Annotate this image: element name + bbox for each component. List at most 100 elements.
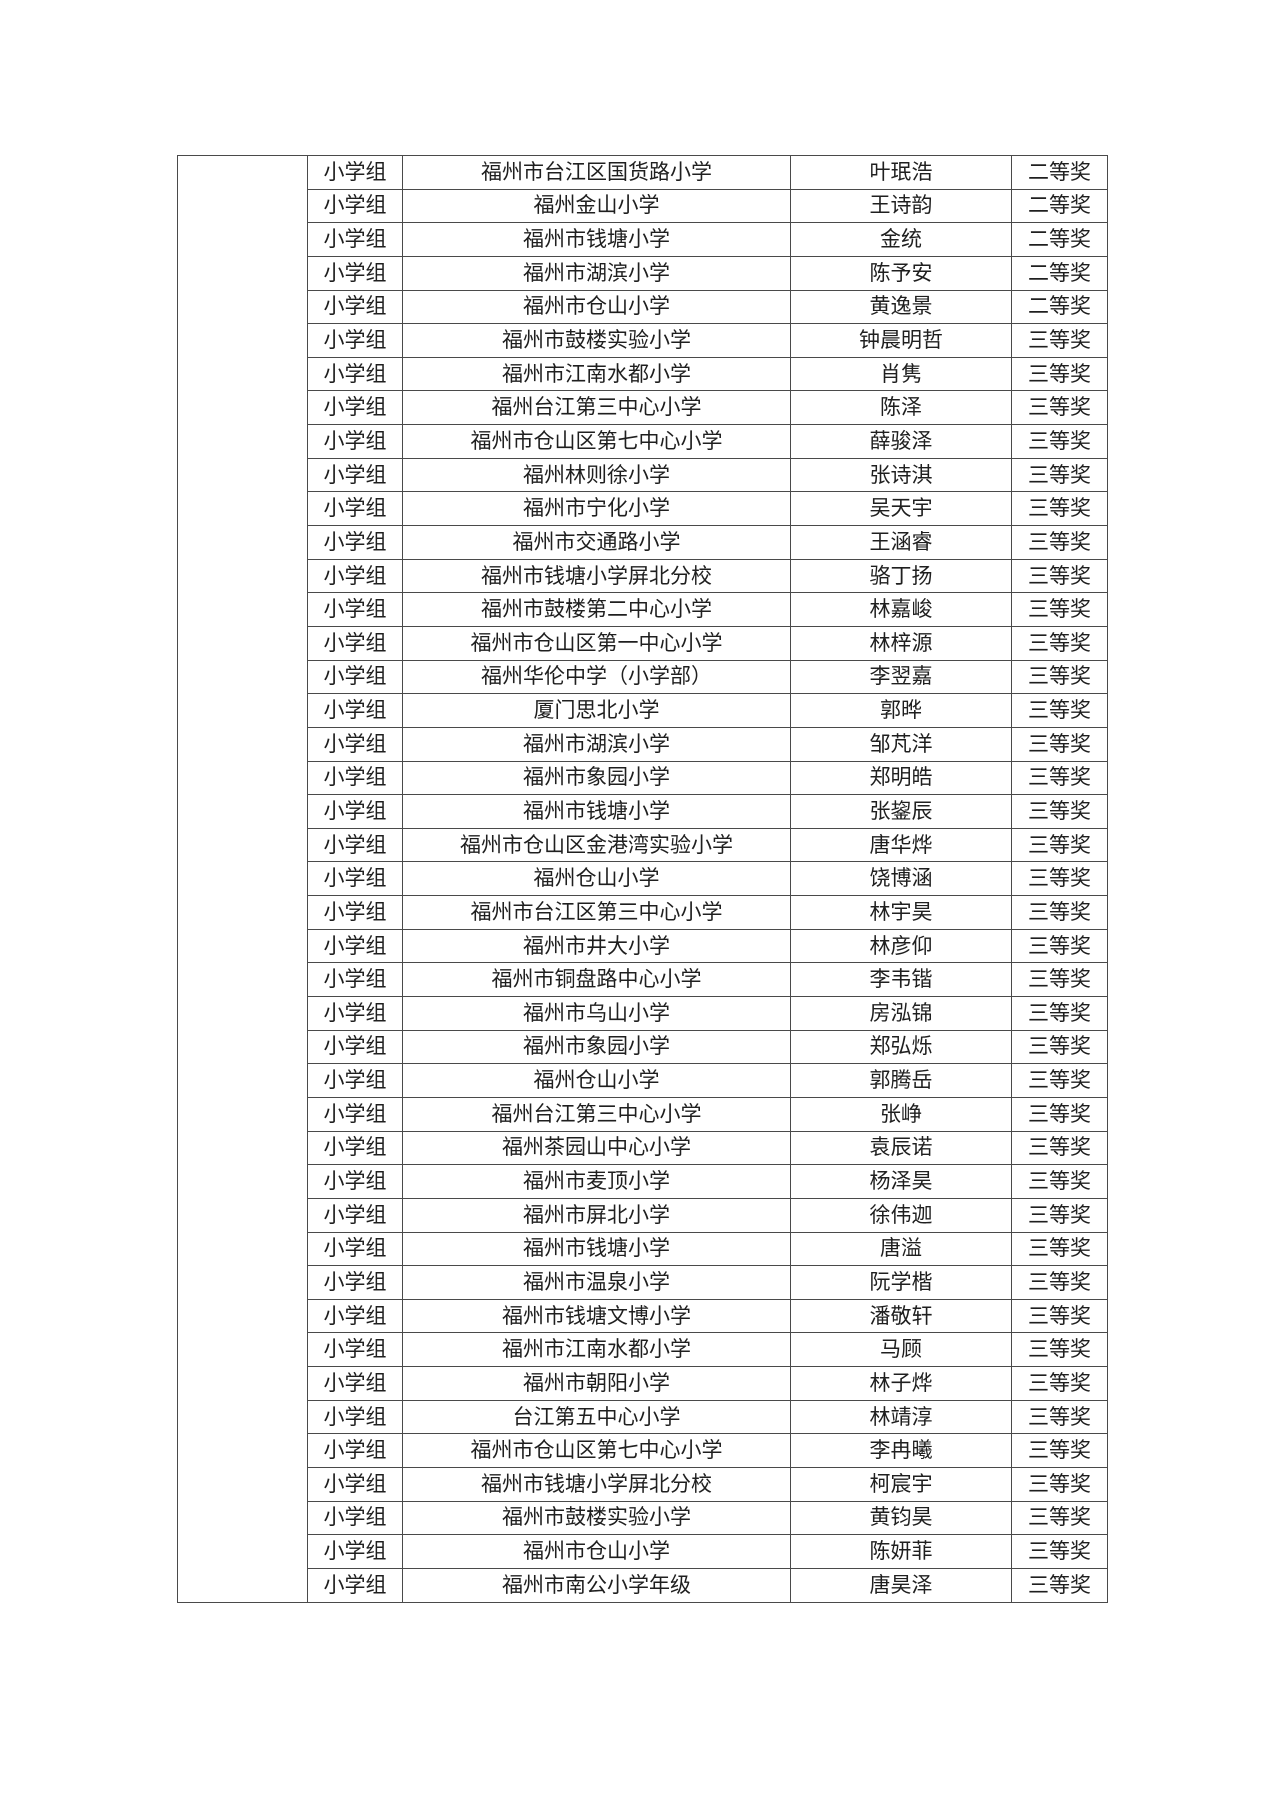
name-cell: 王诗韵 xyxy=(790,188,1012,224)
name-cell: 李冉曦 xyxy=(790,1433,1012,1468)
award-cell: 三等奖 xyxy=(1011,928,1108,964)
school-cell: 福州市象园小学 xyxy=(402,1029,791,1065)
name-cell: 骆丁扬 xyxy=(790,558,1012,594)
name-cell: 袁辰诺 xyxy=(790,1130,1012,1166)
award-table-body: 小学组 福州市台江区国货路小学 叶珉浩 二等奖 小学组 福州金山小学 王诗韵 二等奖 小学组 福州… xyxy=(177,155,1108,1603)
table-row: 小学组 福州市麦顶小学 杨泽昊 三等奖 xyxy=(178,1164,1108,1199)
group-cell: 小学组 xyxy=(307,1399,403,1435)
school-cell: 福州市仓山小学 xyxy=(402,289,791,325)
table-row: 小学组 福州仓山小学 郭腾岳 三等奖 xyxy=(178,1063,1108,1098)
group-cell: 小学组 xyxy=(307,962,403,998)
name-cell: 林宇昊 xyxy=(790,895,1012,930)
group-cell: 小学组 xyxy=(307,726,403,762)
group-cell: 小学组 xyxy=(307,525,403,560)
group-cell: 小学组 xyxy=(307,1298,403,1334)
name-cell: 林嘉峻 xyxy=(790,592,1012,627)
name-cell: 薛骏泽 xyxy=(790,424,1012,459)
table-row: 小学组 福州市屏北小学 徐伟迦 三等奖 xyxy=(178,1197,1108,1233)
award-cell: 三等奖 xyxy=(1011,1500,1108,1536)
table-row: 小学组 福州茶园山中心小学 袁辰诺 三等奖 xyxy=(178,1130,1108,1166)
name-cell: 林靖淳 xyxy=(790,1399,1012,1435)
group-cell: 小学组 xyxy=(307,1063,403,1098)
school-cell: 福州市钱塘小学屏北分校 xyxy=(402,1466,791,1502)
school-cell: 福州市乌山小学 xyxy=(402,996,791,1031)
name-cell: 陈泽 xyxy=(790,390,1012,426)
school-cell: 福州市宁化小学 xyxy=(402,491,791,527)
school-cell: 福州市温泉小学 xyxy=(402,1265,791,1300)
group-cell: 小学组 xyxy=(307,155,403,190)
name-cell: 饶博涵 xyxy=(790,861,1012,897)
table-row: 小学组 福州市台江区国货路小学 叶珉浩 二等奖 xyxy=(177,155,1108,1603)
group-cell: 小学组 xyxy=(307,1466,403,1502)
table-row: 小学组 福州市象园小学 郑明皓 三等奖 xyxy=(178,760,1108,796)
table-row: 小学组 福州市仓山区第七中心小学 薛骏泽 三等奖 xyxy=(178,424,1108,459)
award-cell: 三等奖 xyxy=(1011,861,1108,897)
table-row: 小学组 福州金山小学 王诗韵 二等奖 xyxy=(178,188,1108,224)
name-cell: 张鋆辰 xyxy=(790,794,1012,829)
award-cell: 三等奖 xyxy=(1011,794,1108,829)
group-cell: 小学组 xyxy=(307,1265,403,1300)
school-cell: 福州市朝阳小学 xyxy=(402,1366,791,1401)
table-row: 小学组 福州台江第三中心小学 张峥 三等奖 xyxy=(178,1096,1108,1132)
name-cell: 柯宸宇 xyxy=(790,1466,1012,1502)
table-row: 小学组 福州华伦中学（小学部） 李翌嘉 三等奖 xyxy=(178,659,1108,695)
group-cell: 小学组 xyxy=(307,1164,403,1199)
group-cell: 小学组 xyxy=(307,1029,403,1065)
school-cell: 福州市钱塘小学屏北分校 xyxy=(402,558,791,594)
table-row: 小学组 福州市钱塘小学屏北分校 柯宸宇 三等奖 xyxy=(178,1466,1108,1502)
award-cell: 三等奖 xyxy=(1011,1096,1108,1132)
table-row: 小学组 福州市鼓楼实验小学 黄钧昊 三等奖 xyxy=(178,1500,1108,1536)
school-cell: 福州市仓山区金港湾实验小学 xyxy=(402,827,791,863)
group-cell: 小学组 xyxy=(307,457,403,493)
group-cell: 小学组 xyxy=(307,1197,403,1233)
name-cell: 郑明皓 xyxy=(790,760,1012,796)
school-cell: 福州市湖滨小学 xyxy=(402,255,791,291)
table-row: 小学组 福州市鼓楼第二中心小学 林嘉峻 三等奖 xyxy=(178,592,1108,627)
school-cell: 福州台江第三中心小学 xyxy=(402,390,791,426)
group-cell: 小学组 xyxy=(307,592,403,627)
award-cell: 三等奖 xyxy=(1011,760,1108,796)
name-cell: 黄逸景 xyxy=(790,289,1012,325)
name-cell: 王涵睿 xyxy=(790,525,1012,560)
school-cell: 福州市仓山区第七中心小学 xyxy=(402,1433,791,1468)
school-cell: 福州市江南水都小学 xyxy=(402,1332,791,1368)
name-cell: 郭腾岳 xyxy=(790,1063,1012,1098)
school-cell: 厦门思北小学 xyxy=(402,693,791,728)
award-cell: 三等奖 xyxy=(1011,1567,1108,1603)
group-cell: 小学组 xyxy=(307,659,403,695)
award-cell: 三等奖 xyxy=(1011,424,1108,459)
award-cell: 三等奖 xyxy=(1011,1164,1108,1199)
award-cell: 三等奖 xyxy=(1011,558,1108,594)
group-cell: 小学组 xyxy=(307,928,403,964)
school-cell: 福州市钱塘文博小学 xyxy=(402,1298,791,1334)
name-cell: 陈予安 xyxy=(790,255,1012,291)
award-cell: 二等奖 xyxy=(1011,289,1108,325)
name-cell: 林子烨 xyxy=(790,1366,1012,1401)
award-cell: 三等奖 xyxy=(1011,1063,1108,1098)
name-cell: 陈妍菲 xyxy=(790,1534,1012,1569)
school-cell: 福州市台江区第三中心小学 xyxy=(402,895,791,930)
award-cell: 三等奖 xyxy=(1011,659,1108,695)
award-cell: 三等奖 xyxy=(1011,962,1108,998)
school-cell: 福州市鼓楼第二中心小学 xyxy=(402,592,791,627)
table-row: 小学组 福州市温泉小学 阮学楷 三等奖 xyxy=(178,1265,1108,1300)
group-cell: 小学组 xyxy=(307,1130,403,1166)
award-cell: 二等奖 xyxy=(1011,255,1108,291)
name-cell: 潘敬轩 xyxy=(790,1298,1012,1334)
group-cell: 小学组 xyxy=(307,1500,403,1536)
school-cell: 台江第五中心小学 xyxy=(402,1399,791,1435)
table-row: 小学组 福州市南公小学年级 唐昊泽 三等奖 xyxy=(178,1567,1108,1603)
group-cell: 小学组 xyxy=(307,625,403,661)
school-cell: 福州市鼓楼实验小学 xyxy=(402,323,791,358)
table-row: 小学组 福州市乌山小学 房泓锦 三等奖 xyxy=(178,996,1108,1031)
award-cell: 三等奖 xyxy=(1011,726,1108,762)
award-cell: 三等奖 xyxy=(1011,1029,1108,1065)
name-cell: 马顾 xyxy=(790,1332,1012,1368)
award-cell: 三等奖 xyxy=(1011,323,1108,358)
name-cell: 林彦仰 xyxy=(790,928,1012,964)
award-cell: 三等奖 xyxy=(1011,625,1108,661)
award-cell: 三等奖 xyxy=(1011,390,1108,426)
award-cell: 三等奖 xyxy=(1011,1231,1108,1267)
award-cell: 三等奖 xyxy=(1011,1332,1108,1368)
table-row: 小学组 福州市钱塘小学 张鋆辰 三等奖 xyxy=(178,794,1108,829)
